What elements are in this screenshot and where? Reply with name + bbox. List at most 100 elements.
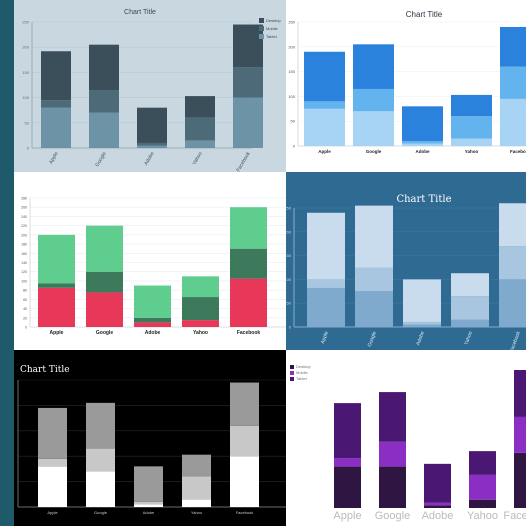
bar-segment-apple-s2 [334, 458, 361, 467]
bar-segment-apple-s3 [38, 234, 75, 284]
bar-segment-adobe-s3 [134, 466, 163, 502]
bar-segment-adobe-s1 [134, 322, 171, 327]
x-tick-label: Yahoo [193, 330, 208, 336]
chart-panel-3: 0 20 40 60 80 100 120 140 160 180 200 220 240 260 280 A… [14, 172, 286, 350]
bar-segment-yahoo-s1 [182, 499, 211, 507]
bar-segment-yahoo-s1 [182, 320, 219, 327]
x-tick-label: Google [366, 149, 382, 154]
bar-segment-adobe-s3 [424, 463, 451, 503]
x-tick-label: Facebook [236, 151, 252, 172]
bar-segment-facebook-s3 [500, 26, 526, 67]
left-edge-strip [0, 0, 14, 526]
legend-swatch [290, 377, 294, 381]
bar-segment-adobe-s3 [403, 279, 441, 323]
x-tick-label: Yahoo [465, 149, 479, 154]
x-tick-label: Apple [50, 330, 64, 336]
bar-segment-adobe-s3 [402, 106, 443, 142]
chart-title: Chart Title [396, 194, 451, 205]
bar-segment-google-s3 [86, 225, 123, 272]
bar-segment-yahoo-s3 [451, 94, 492, 117]
bar-segment-adobe-s1 [402, 143, 443, 146]
legend-label: Mobile [266, 26, 279, 31]
chart-svg: Apple Google Adobe Yahoo Facebook Chart Title [17, 365, 286, 515]
bar-segment-yahoo-s1 [451, 319, 489, 327]
bar-segment-adobe-s2 [137, 142, 167, 146]
y-tick-label: 80 [23, 289, 27, 293]
chart-title: Chart Title [20, 365, 70, 375]
x-tick-label: Adobe [422, 510, 454, 522]
y-tick-label: 150 [288, 69, 295, 74]
bar-segment-google-s2 [86, 448, 115, 472]
chart-title: Chart Title [406, 10, 443, 19]
x-tick-label: Apple [318, 149, 331, 154]
bar-segment-facebook-s1 [233, 97, 263, 148]
bar-segment-adobe-s1 [424, 505, 451, 508]
y-tick-label: 260 [21, 206, 27, 210]
bar-segment-facebook-s3 [233, 24, 263, 68]
x-tick-label: Facebook [236, 510, 254, 515]
bar-segment-facebook-s2 [230, 248, 267, 279]
y-tick-label: 200 [22, 45, 29, 50]
x-tick-label: Facebook [509, 330, 522, 350]
x-tick-label: Adobe [416, 149, 430, 154]
x-tick-label: Apple [48, 151, 60, 165]
bar-segment-yahoo-s2 [182, 476, 211, 500]
bar-segment-facebook-s1 [499, 279, 526, 327]
y-tick-label: 0 [289, 325, 292, 330]
y-tick-label: 180 [21, 243, 27, 247]
bar-segment-apple-s2 [41, 100, 71, 108]
bar-segment-google-s2 [355, 267, 393, 292]
bar-segment-yahoo-s2 [451, 296, 489, 320]
y-tick-label: 140 [21, 261, 27, 265]
x-tick-label: Adobe [143, 510, 155, 515]
bar-segment-google-s2 [353, 88, 394, 112]
bar-segment-facebook-s3 [230, 382, 259, 426]
chart-panel-2: 0 50 100 150 200 250 Apple Google Adobe Yahoo Face… [286, 0, 526, 172]
bar-segment-yahoo-s3 [182, 276, 219, 298]
legend-label: Mobile [296, 370, 309, 375]
bar-segment-apple-s3 [41, 51, 71, 101]
bar-segment-facebook-s3 [499, 203, 526, 247]
y-tick-label: 200 [288, 44, 295, 49]
bar-segment-yahoo-s3 [182, 454, 211, 477]
bar-segment-google-s1 [353, 111, 394, 146]
y-tick-label: 100 [22, 95, 29, 100]
x-tick-label: Yahoo [463, 330, 474, 345]
bar-segment-apple-s1 [38, 466, 67, 507]
legend-swatch [259, 18, 264, 23]
bar-segment-google-s2 [86, 271, 123, 293]
chart-svg: 0 50 100 150 200 250 Apple Google Adobe Yahoo Face… [22, 9, 281, 172]
y-tick-label: 50 [25, 120, 30, 125]
bar-segment-apple-s3 [38, 407, 67, 459]
chart-panel-1: 0 50 100 150 200 250 Apple Google Adobe Yahoo Face… [14, 0, 286, 172]
chart-svg: 0 50 100 150 200 250 Apple Google Adobe Yahoo Face… [288, 10, 526, 154]
y-tick-label: 100 [21, 279, 27, 283]
bar-segment-facebook-s1 [230, 456, 259, 507]
bar-segment-facebook-s3 [514, 370, 526, 417]
bar-segment-facebook-s2 [233, 67, 263, 98]
bar-segment-adobe-s1 [137, 145, 167, 148]
x-tick-label: Google [96, 330, 113, 336]
bar-segment-apple-s3 [334, 403, 361, 459]
y-tick-label: 280 [21, 197, 27, 201]
bar-segment-facebook-s3 [230, 207, 267, 249]
bar-segment-google-s3 [379, 392, 406, 442]
bar-segment-yahoo-s3 [185, 96, 215, 118]
x-tick-label: Yahoo [191, 151, 203, 166]
y-tick-label: 150 [22, 70, 29, 75]
x-tick-label: Yahoo [467, 510, 498, 522]
bar-segment-apple-s2 [307, 279, 345, 288]
chart-panel-5: Apple Google Adobe Yahoo Facebook Chart Title [14, 350, 286, 526]
legend-label: Desktop [266, 18, 281, 23]
y-tick-label: 200 [286, 229, 292, 234]
y-tick-label: 120 [21, 270, 27, 274]
x-tick-label: Adobe [145, 330, 161, 336]
bar-segment-google-s2 [379, 441, 406, 467]
bar-segment-apple-s1 [334, 466, 361, 508]
bar-segment-apple-s1 [38, 287, 75, 327]
bar-segment-adobe-s2 [402, 141, 443, 144]
bar-segment-apple-s1 [304, 108, 345, 146]
bar-segment-yahoo-s2 [182, 297, 219, 321]
chart-svg: 0 20 40 60 80 100 120 140 160 180 200 220 240 260 280 A… [21, 197, 286, 336]
bar-segment-google-s3 [355, 205, 393, 268]
